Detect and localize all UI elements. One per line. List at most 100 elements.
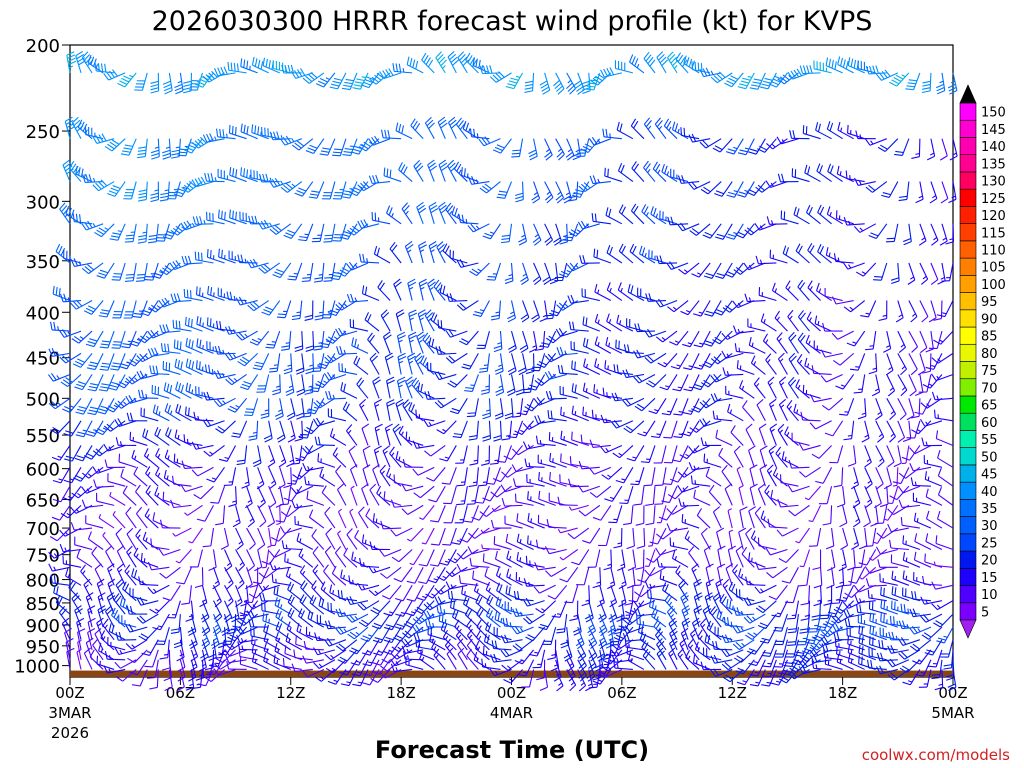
wind-barb: [404, 241, 414, 264]
wind-barb: [170, 223, 192, 236]
barb-feather: [880, 144, 888, 150]
wind-barb: [732, 325, 755, 334]
barb-feather: [150, 199, 159, 203]
barb-feather: [284, 64, 288, 74]
barb-feather: [395, 63, 398, 72]
barb-feather: [682, 343, 691, 348]
wind-barb: [427, 159, 438, 182]
barb-feather: [557, 88, 565, 95]
barb-feather: [459, 302, 467, 310]
wind-barb: [791, 168, 810, 183]
barb-feather: [456, 259, 462, 268]
barb-half-feather: [67, 297, 70, 302]
wind-barb: [136, 370, 159, 380]
barb-half-feather: [799, 359, 803, 364]
barb-feather: [398, 123, 402, 133]
barb-feather: [650, 206, 654, 215]
barb-feather: [428, 281, 436, 288]
barb-feather: [412, 59, 416, 68]
barb-feather: [948, 198, 957, 204]
barb-feather: [933, 409, 936, 418]
wind-barb: [144, 262, 159, 281]
barb-feather: [150, 149, 160, 154]
barb-feather: [465, 122, 470, 131]
barb-half-feather: [127, 340, 132, 343]
barb-half-feather: [737, 328, 741, 334]
barb-feather: [755, 255, 759, 264]
barb-feather: [831, 60, 834, 69]
barb-feather: [288, 275, 297, 278]
barb-feather: [447, 205, 454, 213]
barb-feather: [77, 119, 83, 128]
barb-feather: [176, 293, 181, 302]
barb-feather: [348, 261, 355, 270]
barb-feather: [251, 338, 260, 344]
wind-barb: [617, 282, 634, 301]
wind-barb: [785, 280, 799, 301]
barb-feather: [373, 246, 378, 255]
barb-feather: [452, 59, 459, 66]
barb-feather: [670, 216, 674, 225]
barb-feather: [239, 358, 248, 365]
barb-feather: [500, 241, 510, 244]
barb-feather: [515, 199, 524, 203]
wind-barb: [147, 347, 170, 357]
barb-feather: [235, 333, 243, 341]
barb-half-feather: [936, 375, 940, 380]
wind-barb: [722, 367, 744, 376]
wind-barb: [235, 330, 258, 341]
barb-feather: [62, 329, 68, 337]
barb-half-feather: [859, 134, 862, 139]
barb-feather: [908, 79, 918, 82]
barb-feather: [159, 324, 163, 333]
wind-barb: [124, 262, 137, 282]
barb-feather: [472, 313, 482, 317]
barb-feather: [682, 59, 688, 67]
barb-feather: [283, 234, 292, 239]
barb-feather: [179, 341, 182, 350]
barb-feather: [385, 352, 393, 358]
barb-feather: [353, 355, 358, 364]
barb-half-feather: [523, 410, 528, 413]
barb-feather: [737, 152, 747, 156]
barb-feather: [605, 128, 608, 138]
barb-feather: [329, 86, 338, 90]
barb-shaft: [919, 374, 924, 393]
barb-feather: [326, 371, 333, 380]
barb-feather: [178, 151, 187, 154]
barb-feather: [568, 198, 577, 202]
barb-feather: [183, 87, 192, 91]
barb-feather: [190, 318, 193, 328]
wind-barb: [659, 374, 678, 391]
barb-feather: [195, 216, 200, 225]
barb-half-feather: [699, 342, 704, 345]
barb-feather: [558, 302, 566, 309]
wind-barb: [725, 138, 744, 155]
barb-feather: [936, 90, 946, 95]
barb-half-feather: [673, 65, 678, 69]
barb-feather: [704, 361, 713, 366]
barb-feather: [138, 189, 147, 193]
barb-half-feather: [931, 365, 936, 368]
barb-half-feather: [123, 401, 127, 406]
barb-feather: [566, 264, 573, 272]
wind-barb: [83, 300, 104, 315]
barb-feather: [594, 213, 597, 222]
wind-barb: [435, 51, 447, 74]
wind-barb: [215, 128, 236, 140]
barb-feather: [683, 127, 686, 137]
barb-feather: [811, 365, 815, 374]
wind-barb: [766, 138, 788, 150]
barb-feather: [574, 83, 583, 89]
barb-feather: [129, 359, 138, 365]
barb-feather: [534, 380, 542, 386]
barb-half-feather: [232, 354, 237, 359]
barb-feather: [137, 238, 147, 241]
barb-half-feather: [909, 276, 915, 280]
barb-feather: [99, 368, 108, 371]
barb-feather: [421, 52, 427, 61]
barb-feather: [591, 213, 594, 222]
y-tick-label: 450: [26, 349, 60, 370]
barb-feather: [949, 89, 958, 95]
barb-feather: [412, 120, 418, 129]
